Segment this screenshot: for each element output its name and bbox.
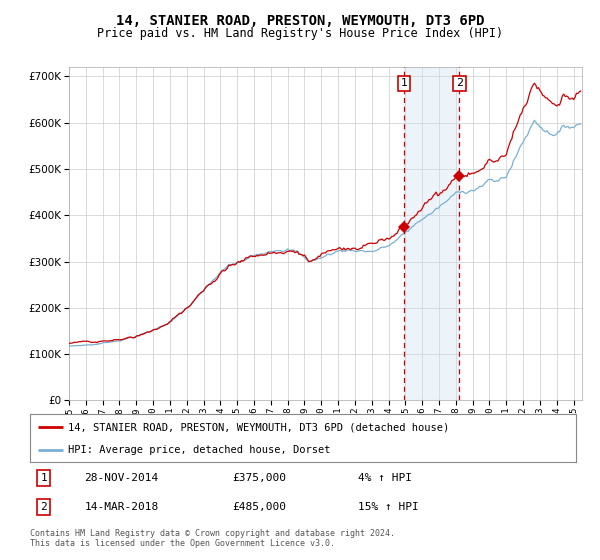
Text: 2: 2 [40,502,47,512]
Text: 14, STANIER ROAD, PRESTON, WEYMOUTH, DT3 6PD: 14, STANIER ROAD, PRESTON, WEYMOUTH, DT3… [116,14,484,28]
Text: Price paid vs. HM Land Registry's House Price Index (HPI): Price paid vs. HM Land Registry's House … [97,27,503,40]
Text: 4% ↑ HPI: 4% ↑ HPI [358,473,412,483]
Text: 28-NOV-2014: 28-NOV-2014 [85,473,159,483]
Text: 14, STANIER ROAD, PRESTON, WEYMOUTH, DT3 6PD (detached house): 14, STANIER ROAD, PRESTON, WEYMOUTH, DT3… [68,422,449,432]
Text: HPI: Average price, detached house, Dorset: HPI: Average price, detached house, Dors… [68,445,331,455]
Text: 15% ↑ HPI: 15% ↑ HPI [358,502,418,512]
Text: 14-MAR-2018: 14-MAR-2018 [85,502,159,512]
Text: Contains HM Land Registry data © Crown copyright and database right 2024.
This d: Contains HM Land Registry data © Crown c… [30,529,395,548]
Text: 1: 1 [40,473,47,483]
Text: £485,000: £485,000 [232,502,286,512]
Text: 1: 1 [400,78,407,88]
Text: £375,000: £375,000 [232,473,286,483]
Text: 2: 2 [456,78,463,88]
Bar [404,67,460,400]
